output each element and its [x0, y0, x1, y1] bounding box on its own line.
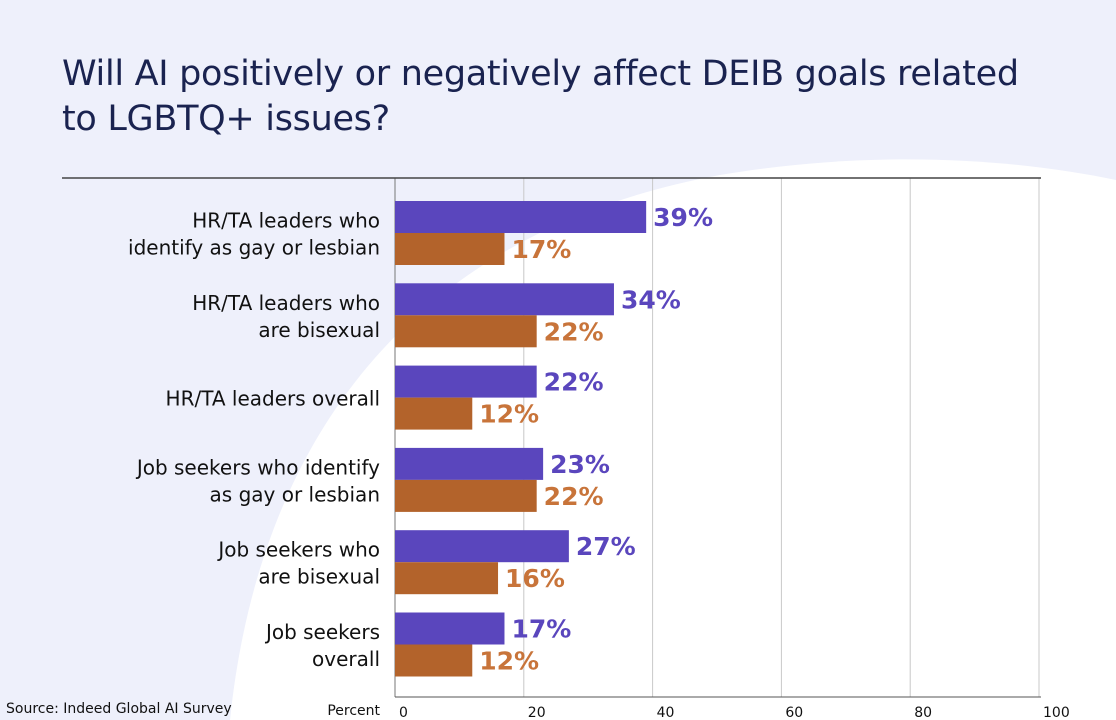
x-tick-label: 80	[914, 705, 932, 720]
bar-positive	[395, 201, 647, 233]
bar-negative	[395, 479, 537, 512]
data-label-positive: 23%	[550, 450, 610, 479]
bar-negative	[395, 233, 505, 265]
category-label: Job seekers who identify	[135, 455, 380, 479]
data-label-negative: 22%	[544, 482, 604, 511]
data-label-negative: 22%	[544, 317, 604, 346]
category-label: Job seekers	[264, 620, 380, 644]
data-label-negative: 12%	[479, 647, 539, 676]
x-tick-label: 60	[785, 705, 803, 720]
category-label: are bisexual	[258, 318, 380, 342]
source-note: Source: Indeed Global AI Survey	[6, 701, 232, 717]
x-axis-label: Percent	[327, 703, 380, 719]
category-label: HR/TA leaders overall	[166, 387, 380, 411]
data-label-positive: 17%	[511, 615, 571, 644]
category-label: as gay or lesbian	[210, 482, 380, 506]
bar-positive	[395, 447, 544, 480]
data-label-negative: 12%	[479, 400, 539, 429]
category-label: HR/TA leaders who	[192, 209, 380, 233]
category-label: identify as gay or lesbian	[128, 236, 380, 260]
labels-layer: 39% 17% HR/TA leaders who identify as gay o…	[128, 203, 713, 676]
chart-title: Will AI positively or negatively affect …	[62, 54, 1019, 139]
x-tick-label: 0	[399, 705, 408, 720]
bar-negative	[395, 315, 537, 348]
data-label-negative: 16%	[505, 564, 565, 593]
bar-positive	[395, 530, 569, 563]
x-tick-label: 100	[1043, 705, 1070, 720]
x-tick-label: 20	[528, 705, 546, 720]
data-label-positive: 22%	[544, 368, 604, 397]
x-tick-label: 40	[657, 705, 675, 720]
category-label: HR/TA leaders who	[192, 291, 380, 315]
data-label-positive: 34%	[621, 285, 681, 314]
axis-layer: 0 20 40 60 80 100 Percent	[62, 177, 1070, 720]
bar-negative	[395, 644, 473, 677]
category-label: Job seekers who	[216, 538, 380, 562]
data-label-positive: 39%	[653, 203, 713, 232]
data-label-positive: 27%	[576, 532, 636, 561]
bar-negative	[395, 562, 499, 595]
category-label: overall	[312, 647, 380, 671]
bars-layer	[395, 201, 647, 677]
bar-positive	[395, 283, 614, 316]
data-label-negative: 17%	[511, 235, 571, 264]
bar-negative	[395, 397, 473, 430]
bar-positive	[395, 612, 505, 645]
grid-layer	[394, 178, 1040, 697]
bar-positive	[395, 365, 537, 398]
category-label: are bisexual	[258, 565, 380, 589]
